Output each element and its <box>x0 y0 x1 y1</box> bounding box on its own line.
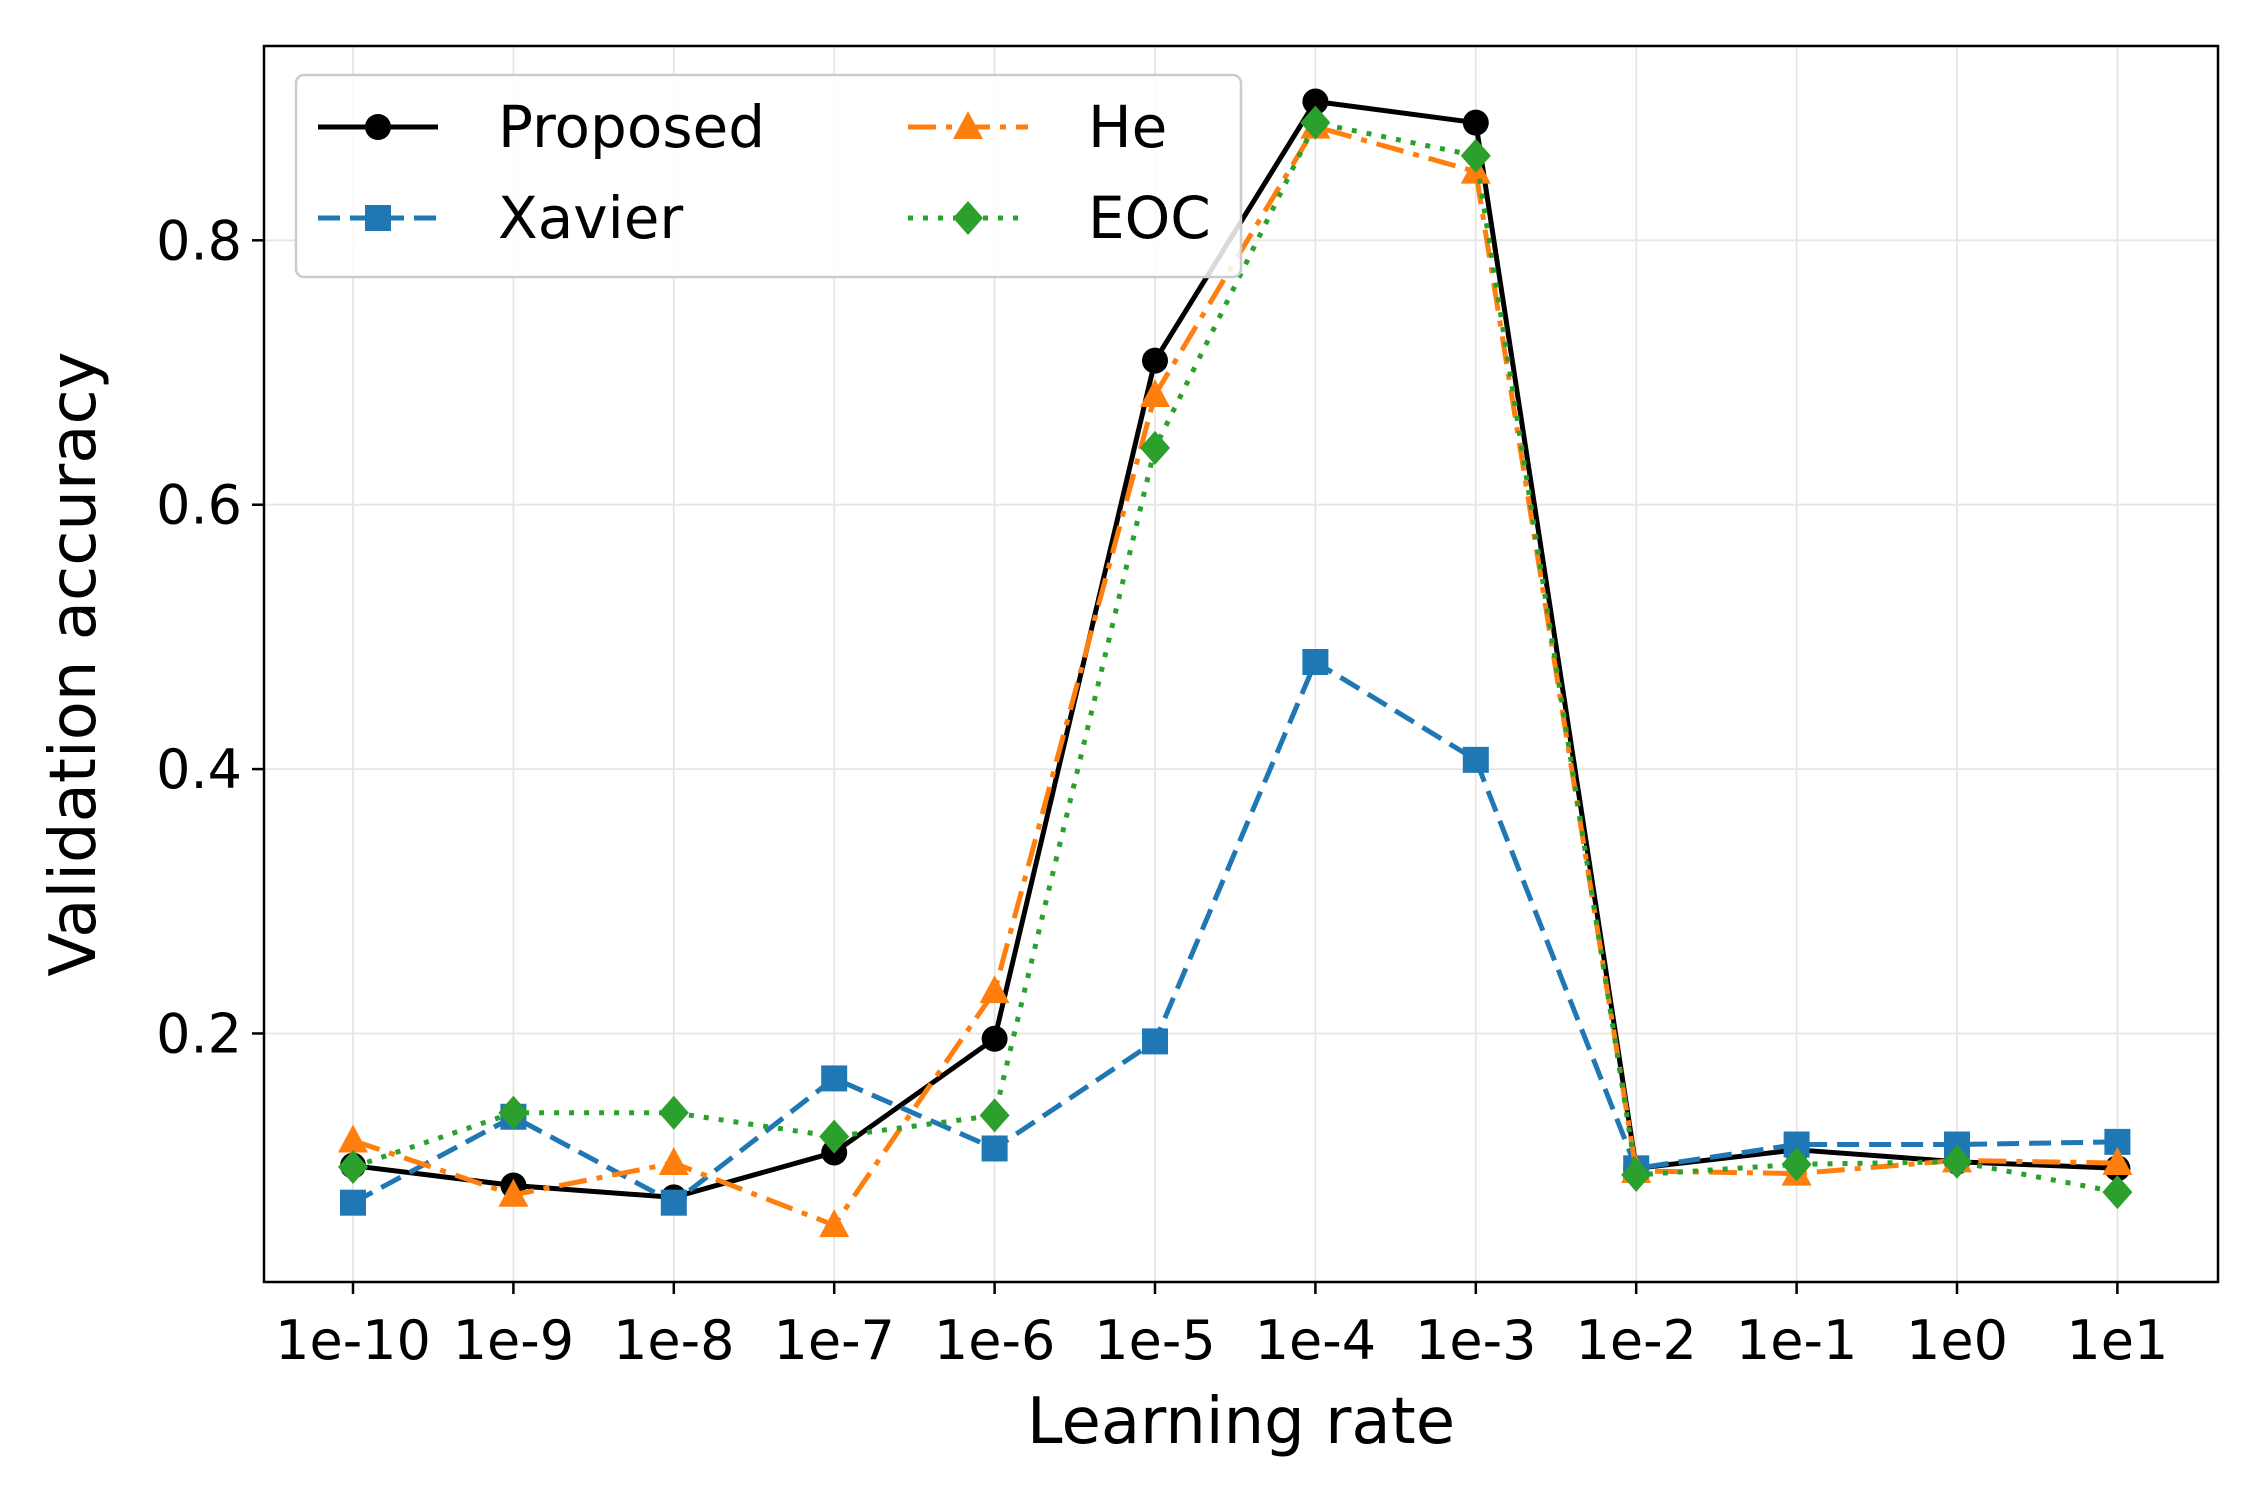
series-eoc <box>338 105 2133 1210</box>
legend-label: EOC <box>1088 184 1211 252</box>
y-axis-label: Validation accuracy <box>37 351 111 976</box>
y-tick-label: 0.8 <box>156 209 242 272</box>
data-point <box>979 1098 1010 1133</box>
x-tick-label: 1e0 <box>1906 1309 2008 1372</box>
data-point <box>819 1119 850 1154</box>
data-point <box>1781 1147 1812 1182</box>
data-point <box>1621 1157 1652 1192</box>
x-tick-label: 1e-1 <box>1736 1309 1857 1372</box>
plot-series <box>338 88 2133 1238</box>
data-point <box>979 975 1010 1004</box>
data-point <box>981 1025 1008 1052</box>
x-tick-label: 1e-6 <box>934 1309 1055 1372</box>
y-tick-label: 0.2 <box>156 1002 242 1065</box>
legend-marker <box>365 114 391 140</box>
data-point <box>1140 430 1170 465</box>
legend: Proposed Xavier He EOC <box>294 73 1243 279</box>
data-point <box>660 1189 687 1216</box>
legend-item-he: He <box>908 93 1167 161</box>
data-point <box>340 1189 366 1216</box>
legend-label: Proposed <box>498 93 765 161</box>
data-point <box>2102 1147 2133 1176</box>
legend-item-xavier: Xavier <box>318 184 683 252</box>
legend-label: Xavier <box>498 184 683 252</box>
series-line <box>351 659 2118 1206</box>
x-axis-label: Learning rate <box>1027 1385 1455 1459</box>
axis-ticks: 1e-10 1e-9 1e-8 1e-7 1e-6 1e-5 1e-4 1e-3 1e-2 1e-… <box>156 209 2168 1372</box>
data-point <box>981 1135 1008 1162</box>
x-tick-label: 1e-8 <box>613 1309 734 1372</box>
legend-item-proposed: Proposed <box>318 93 765 161</box>
data-point <box>1302 88 1329 115</box>
data-point <box>1142 1028 1168 1055</box>
plot-frame <box>262 44 2220 1284</box>
legend-item-eoc: EOC <box>908 184 1211 252</box>
data-point <box>2102 1175 2133 1210</box>
x-tick-label: 1e-5 <box>1094 1309 1215 1372</box>
data-point <box>658 1095 689 1130</box>
x-tick-label: 1e-3 <box>1415 1309 1536 1372</box>
x-tick-label: 1e1 <box>2066 1309 2168 1372</box>
data-point <box>1142 347 1168 374</box>
x-tick-label: 1e-4 <box>1255 1309 1376 1372</box>
data-point <box>498 1178 529 1207</box>
data-point <box>819 1209 850 1238</box>
x-tick-label: 1e-9 <box>453 1309 574 1372</box>
data-point <box>338 1124 368 1153</box>
x-tick-label: 1e-2 <box>1575 1309 1696 1372</box>
y-tick-label: 0.6 <box>156 474 242 537</box>
data-point <box>658 1147 689 1176</box>
data-point <box>498 1095 529 1130</box>
y-tick-label: 0.4 <box>156 738 242 801</box>
data-point <box>1302 649 1329 676</box>
data-point <box>1462 746 1489 773</box>
data-point <box>1140 378 1170 407</box>
series-line <box>352 124 2118 1228</box>
x-tick-label: 1e-10 <box>275 1309 431 1372</box>
data-point <box>1300 105 1331 140</box>
data-point <box>1462 109 1489 136</box>
series-line <box>352 120 2118 1195</box>
data-point <box>1942 1144 1972 1179</box>
x-tick-label: 1e-7 <box>773 1309 894 1372</box>
series-xavier <box>340 649 2131 1216</box>
legend-marker <box>953 111 983 139</box>
legend-marker <box>953 201 983 235</box>
legend-label: He <box>1088 93 1167 161</box>
data-point <box>1460 138 1491 173</box>
legend-marker <box>365 205 391 231</box>
data-point <box>821 1065 848 1092</box>
data-point <box>338 1149 368 1184</box>
